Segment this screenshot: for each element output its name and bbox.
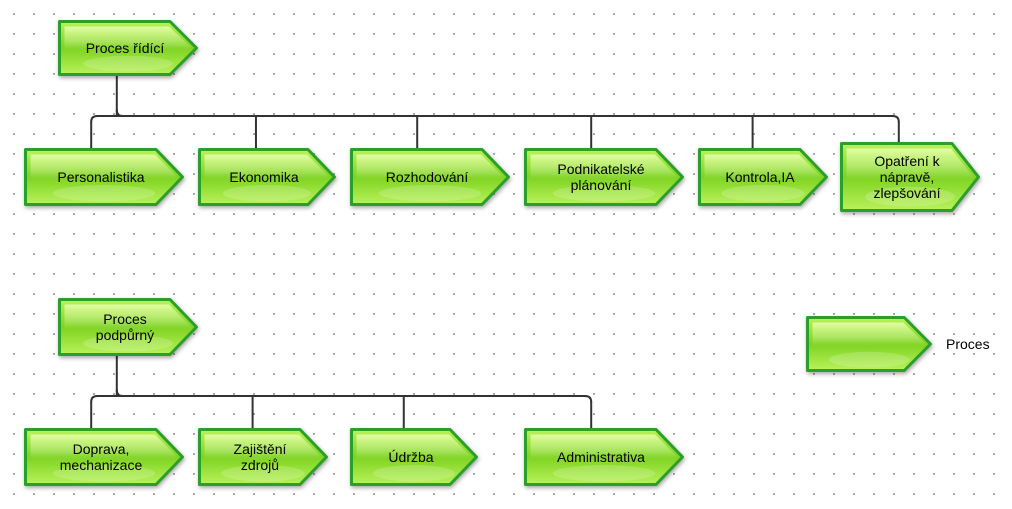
process-node-label: Proces podpůrný [86, 311, 160, 343]
process-node-label: Podnikatelské plánování [547, 161, 650, 193]
process-node-label: Personalistika [47, 169, 150, 185]
process-node-label: Zajištění zdrojů [224, 441, 293, 473]
process-node-opatreni: Opatření k nápravě, zlepšování [840, 142, 980, 212]
process-node-label: Opatření k nápravě, zlepšování [864, 153, 947, 201]
process-node-ekonomika: Ekonomika [198, 148, 336, 206]
process-node-administrativa: Administrativa [524, 428, 684, 486]
process-node-root-podpurny: Proces podpůrný [58, 298, 198, 356]
process-node-label: Kontrola,IA [715, 169, 800, 185]
process-node-personalistika: Personalistika [24, 148, 184, 206]
process-node-label: Rozhodování [376, 169, 475, 185]
process-node-legend-node [806, 316, 932, 372]
process-node-root-ridici: Proces řídící [58, 20, 198, 76]
process-node-label: Údržba [378, 449, 439, 465]
diagram-canvas: Proces řídící Personalistika [0, 0, 1012, 509]
process-node-udrzba: Údržba [350, 428, 478, 486]
process-node-label: Administrativa [547, 449, 651, 465]
process-node-label: Ekonomika [219, 169, 304, 185]
process-node-doprava: Doprava, mechanizace [24, 428, 184, 486]
process-node-rozhodovani: Rozhodování [350, 148, 510, 206]
process-node-zajisteni: Zajištění zdrojů [198, 428, 328, 486]
process-node-kontrola-ia: Kontrola,IA [698, 148, 828, 206]
process-node-podnik-plan: Podnikatelské plánování [524, 148, 684, 206]
process-node-label: Proces řídící [76, 40, 171, 56]
process-node-label: Doprava, mechanizace [50, 441, 149, 473]
legend-label: Proces [946, 316, 990, 372]
